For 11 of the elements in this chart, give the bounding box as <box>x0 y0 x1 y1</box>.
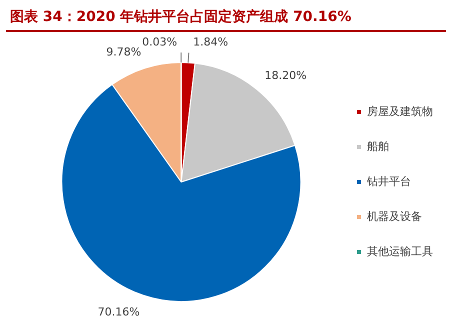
data-label: 9.78% <box>106 46 142 59</box>
data-label: 0.03% <box>142 35 178 48</box>
legend-label: 钻井平台 <box>366 174 411 188</box>
legend-label: 船舶 <box>367 140 389 153</box>
legend-label: 房屋及建筑物 <box>367 104 433 118</box>
legend-label: 机器及设备 <box>367 210 422 223</box>
data-label: 70.16% <box>98 306 140 319</box>
data-label: 1.84% <box>193 36 228 49</box>
data-label: 18.20% <box>264 69 307 82</box>
chart-title: 图表 34：2020 年钻井平台占固定资产组成 70.16% <box>9 8 352 27</box>
legend-label: 其他运输工具 <box>367 244 433 258</box>
